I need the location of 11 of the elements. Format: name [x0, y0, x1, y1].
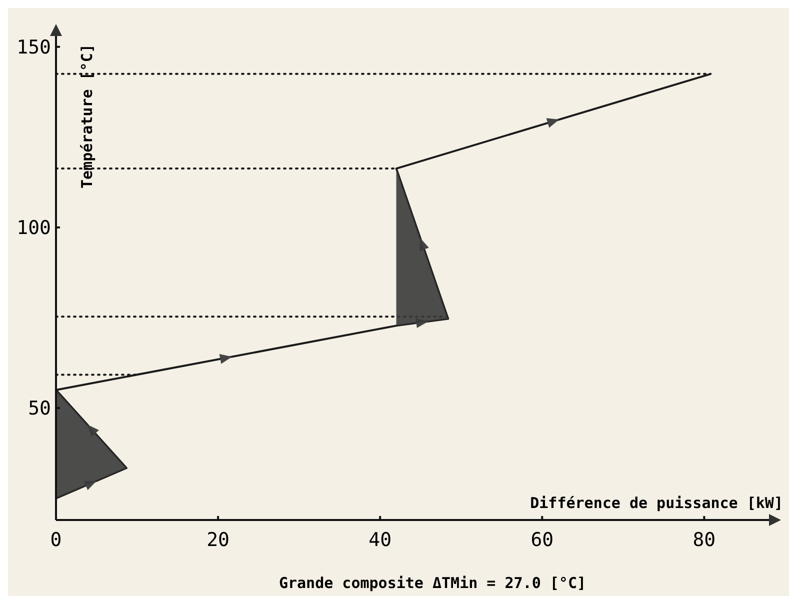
y-axis-title: Température [°C]: [78, 44, 96, 188]
x-tick-label: 40: [368, 529, 392, 551]
x-tick-label: 80: [692, 529, 716, 551]
y-tick-label: 100: [16, 217, 51, 240]
y-tick-label: 50: [28, 398, 51, 420]
y-tick-label: 150: [16, 36, 51, 58]
x-axis-title: Différence de puissance [kW]: [530, 494, 783, 512]
text: Grande composite ΔTMin = 27.0 [°C]: [278, 574, 586, 592]
x-tick-label: 0: [50, 529, 62, 551]
x-tick-label: 20: [206, 529, 230, 551]
x-tick-label: 60: [530, 529, 554, 551]
